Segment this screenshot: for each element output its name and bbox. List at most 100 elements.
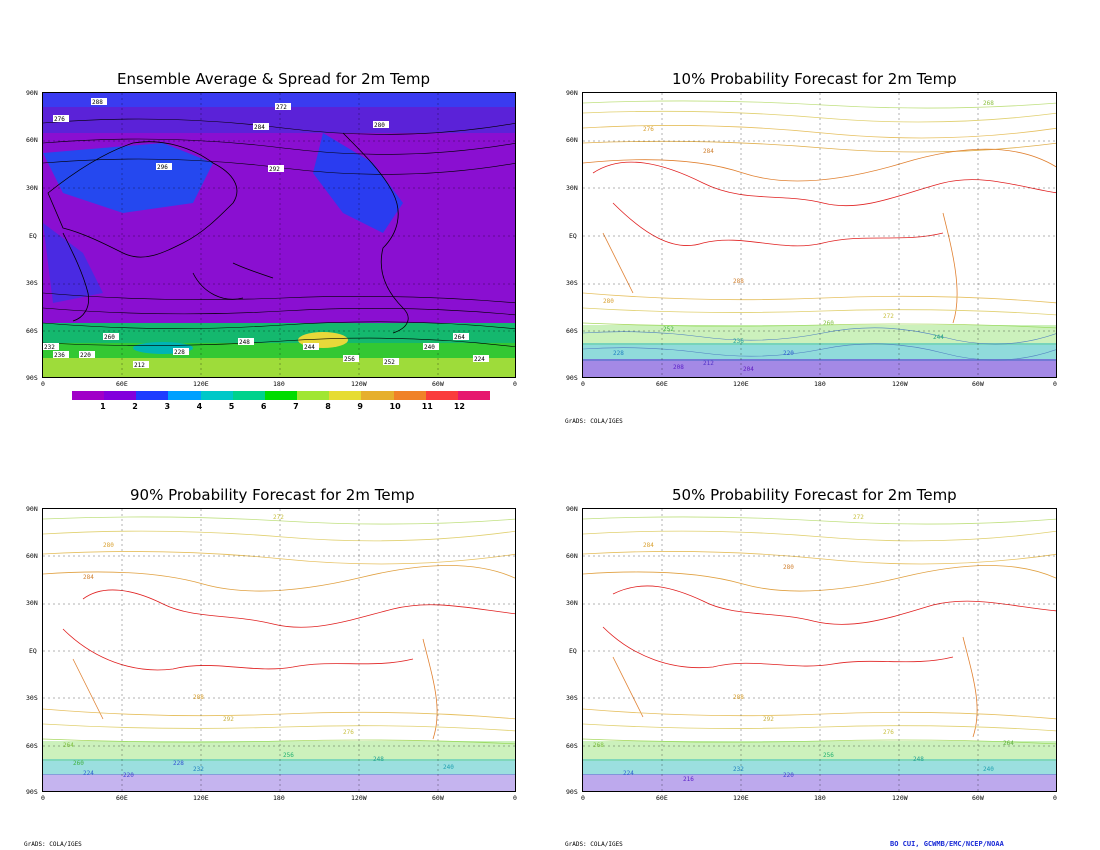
grads-note: GrADS: COLA/IGES: [565, 418, 623, 425]
lat-label: 60N: [566, 552, 578, 560]
lon-label: 0: [41, 380, 45, 388]
lat-label: 90N: [26, 89, 38, 97]
contour-label: 232: [44, 344, 55, 351]
contour-label: 228: [173, 760, 184, 767]
colorbar-swatch: [361, 391, 394, 400]
colorbar-swatch: [104, 391, 137, 400]
lat-label: 30N: [566, 599, 578, 607]
contour-label: 280: [783, 564, 794, 571]
contour-label: 280: [103, 542, 114, 549]
colorbar-swatch: [72, 391, 105, 400]
colorbar-swatch: [393, 391, 426, 400]
panel-title-p90: 90% Probability Forecast for 2m Temp: [130, 486, 415, 504]
colorbar-label: 5: [228, 402, 235, 411]
lat-label: 90S: [26, 374, 38, 382]
lon-label: 60W: [972, 794, 984, 802]
contour-label: 224: [623, 770, 634, 777]
lat-label: 90N: [566, 505, 578, 513]
lon-label: 120W: [351, 380, 367, 388]
lat-label: 30N: [26, 184, 38, 192]
lon-label: 180: [814, 794, 826, 802]
contour-label: 260: [73, 760, 84, 767]
contour-label: 220: [783, 350, 794, 357]
lat-label: 60S: [566, 327, 578, 335]
lon-label: 120W: [351, 794, 367, 802]
contour-label: 268: [593, 742, 604, 749]
contour-label: 244: [304, 344, 315, 351]
contour-label: 240: [983, 766, 994, 773]
contour-label: 232: [193, 766, 204, 773]
contour-label: 236: [54, 352, 65, 359]
colorbar-swatch: [457, 391, 491, 400]
lat-label: EQ: [29, 232, 37, 240]
colorbar-label: 12: [453, 402, 465, 411]
contour-label: 272: [853, 514, 864, 521]
lat-label: 30S: [26, 279, 38, 287]
contour-label: 288: [92, 99, 103, 106]
colorbar-label: 1: [100, 402, 106, 411]
contour-label: 248: [913, 756, 924, 763]
contour-label: 208: [673, 364, 684, 371]
lat-label: 60S: [566, 742, 578, 750]
colorbar-label: 6: [260, 402, 267, 411]
contour-label: 244: [933, 334, 944, 341]
lon-label: 180: [814, 380, 826, 388]
lat-label: 90S: [566, 374, 578, 382]
map-p10[interactable]: 268 276 284 280 288 272 252 260 244 236 …: [582, 92, 1057, 378]
panel-title-ensemble: Ensemble Average & Spread for 2m Temp: [117, 70, 431, 88]
contour-label: 256: [823, 752, 834, 759]
lon-label: 60E: [656, 380, 668, 388]
colorbar: [72, 391, 491, 400]
colorbar-label: 7: [293, 402, 299, 411]
contour-label: 228: [174, 349, 185, 356]
lon-label: 60E: [656, 794, 668, 802]
lat-label: 30S: [566, 694, 578, 702]
lon-label: 0: [581, 380, 585, 388]
lon-label: 60E: [116, 794, 128, 802]
colorbar-swatch: [136, 391, 169, 400]
lat-label: 90S: [26, 788, 38, 796]
contour-label: 284: [703, 148, 714, 155]
lat-label: 60S: [26, 327, 38, 335]
contour-label: 280: [374, 122, 385, 129]
contour-label: 272: [273, 514, 284, 521]
lon-label: 0: [41, 794, 45, 802]
contour-label: 284: [83, 574, 94, 581]
lat-label: 30N: [566, 184, 578, 192]
contour-label: 232: [733, 766, 744, 773]
map-ensemble[interactable]: 288 272 280 276 284 292 296 236 244 260 …: [42, 92, 516, 378]
contour-label: 216: [683, 776, 694, 783]
contour-label: 284: [254, 124, 265, 131]
lon-label: 60W: [972, 380, 984, 388]
contour-label: 252: [663, 326, 674, 333]
colorbar-label: 10: [389, 402, 401, 411]
contour-label: 276: [343, 729, 354, 736]
lon-label: 60W: [432, 794, 444, 802]
contour-label: 296: [157, 164, 168, 171]
contour-label: 240: [424, 344, 435, 351]
map-p50[interactable]: 272 284 280 288 292 276 268 264 256 248 …: [582, 508, 1057, 792]
map-p50-plot: 272 284 280 288 292 276 268 264 256 248 …: [583, 509, 1056, 791]
contour-label: 260: [104, 334, 115, 341]
contour-label: 220: [80, 352, 91, 359]
lat-label: EQ: [569, 647, 577, 655]
contour-label: 268: [983, 100, 994, 107]
colorbar-swatch: [232, 391, 265, 400]
lat-label: EQ: [29, 647, 37, 655]
map-p10-plot: 268 276 284 280 288 272 252 260 244 236 …: [583, 93, 1056, 377]
colorbar-swatch: [297, 391, 330, 400]
contour-label: 260: [823, 320, 834, 327]
contour-label: 288: [733, 694, 744, 701]
map-p90[interactable]: 272 280 284 288 292 276 264 260 256 248 …: [42, 508, 516, 792]
colorbar-swatch: [168, 391, 201, 400]
contour-label: 292: [223, 716, 234, 723]
colorbar-label: 8: [325, 402, 331, 411]
lon-label: 120W: [892, 380, 908, 388]
lon-label: 120E: [193, 380, 209, 388]
contour-label: 264: [454, 334, 465, 341]
contour-label: 240: [443, 764, 454, 771]
lat-label: 30N: [26, 599, 38, 607]
contour-label: 264: [1003, 740, 1014, 747]
colorbar-swatch: [425, 391, 458, 400]
lat-label: 60N: [26, 552, 38, 560]
